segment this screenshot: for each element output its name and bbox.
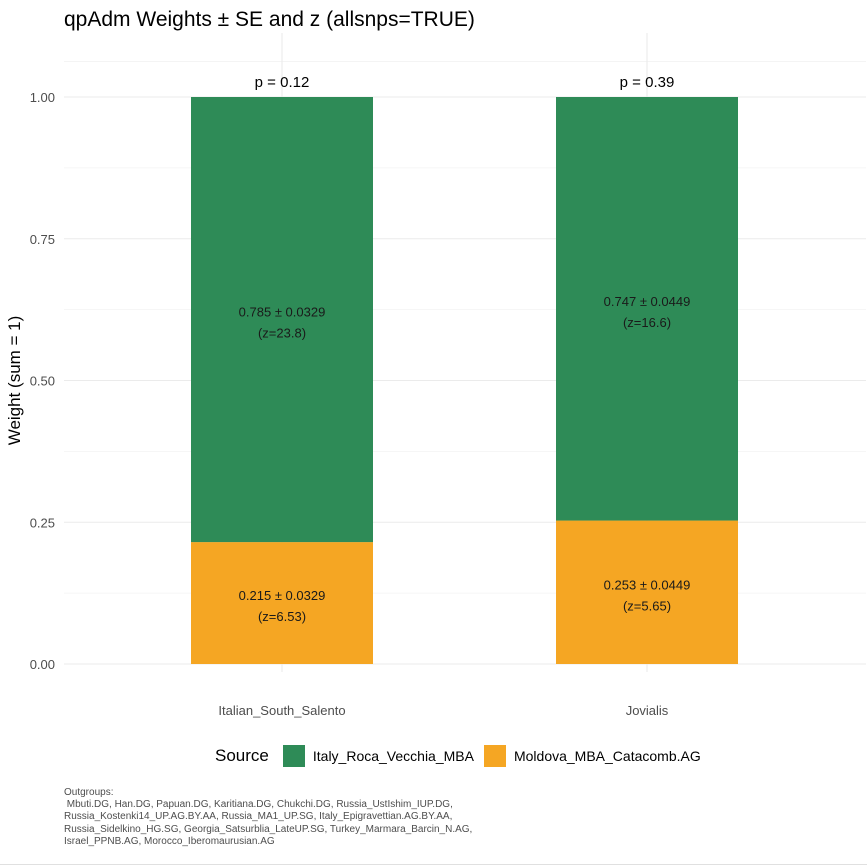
- bar-segment-moldova: [191, 542, 373, 664]
- bar-z-label: (z=16.6): [623, 315, 671, 330]
- bar-value-label: 0.215 ± 0.0329: [239, 588, 326, 603]
- bottom-divider: [0, 864, 867, 865]
- chart-title: qpAdm Weights ± SE and z (allsnps=TRUE): [64, 8, 475, 31]
- bar-z-label: (z=5.65): [623, 598, 671, 613]
- bar-segment-italy: [191, 97, 373, 543]
- legend-label-italy: Italy_Roca_Vecchia_MBA: [312, 748, 474, 764]
- y-axis-title: Weight (sum = 1): [5, 316, 24, 446]
- legend-item-moldova: Moldova_MBA_Catacomb.AG: [483, 745, 701, 767]
- legend: Source Italy_Roca_Vecchia_MBA Moldova_MB…: [215, 745, 711, 767]
- bar-value-label: 0.253 ± 0.0449: [604, 577, 691, 592]
- legend-label-moldova: Moldova_MBA_Catacomb.AG: [513, 748, 701, 764]
- outgroups-caption: Outgroups: Mbuti.DG, Han.DG, Papuan.DG, …: [64, 787, 472, 848]
- caption-line: Israel_PPNB.AG, Morocco_Iberomaurusian.A…: [64, 835, 275, 847]
- legend-swatch-moldova: [483, 745, 506, 767]
- x-tick-label: Italian_South_Salento: [218, 703, 345, 718]
- caption-line: Mbuti.DG, Han.DG, Papuan.DG, Karitiana.D…: [64, 799, 453, 811]
- p-value-label: p = 0.12: [255, 74, 310, 91]
- legend-item-italy: Italy_Roca_Vecchia_MBA: [282, 745, 474, 767]
- bar-segment-italy: [556, 97, 738, 521]
- caption-line: Outgroups:: [64, 787, 114, 798]
- y-tick-label: 0.25: [30, 515, 55, 530]
- bar-segment-moldova: [556, 520, 738, 664]
- y-tick-label: 0.75: [30, 232, 55, 247]
- legend-title: Source: [215, 746, 269, 765]
- x-tick-label: Jovialis: [626, 703, 669, 718]
- y-tick-label: 1.00: [30, 90, 55, 105]
- bar-z-label: (z=6.53): [258, 609, 306, 624]
- y-tick-label: 0.50: [30, 374, 55, 389]
- bar-z-label: (z=23.8): [258, 326, 306, 341]
- caption-line: Russia_Sidelkino_HG.SG, Georgia_Satsurbl…: [64, 823, 473, 835]
- chart-plot: 0.00 0.25 0.50 0.75 1.00 0.215 ± 0.0329 (z=6.5…: [5, 33, 866, 718]
- bar-value-label: 0.747 ± 0.0449: [604, 294, 691, 309]
- legend-swatch-italy: [282, 745, 305, 767]
- bar-value-label: 0.785 ± 0.0329: [239, 305, 326, 320]
- y-tick-label: 0.00: [30, 657, 55, 672]
- p-value-label: p = 0.39: [620, 74, 675, 91]
- caption-line: Russia_Kostenki14_UP.AG.BY.AA, Russia_MA…: [64, 811, 453, 823]
